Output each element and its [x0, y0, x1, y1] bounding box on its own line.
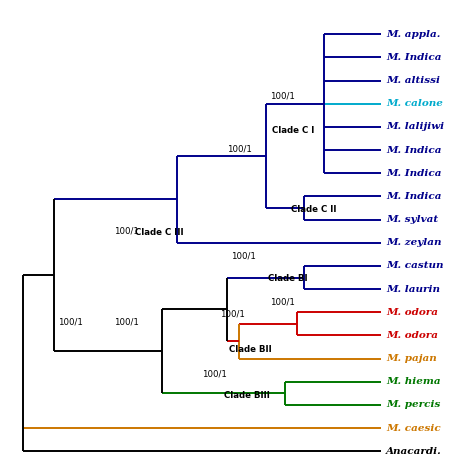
Text: M. sylvat: M. sylvat — [386, 215, 438, 224]
Text: Clade BIII: Clade BIII — [224, 392, 269, 401]
Text: 100/1: 100/1 — [114, 317, 139, 326]
Text: 100/1: 100/1 — [58, 317, 83, 326]
Text: 100/1: 100/1 — [228, 145, 252, 154]
Text: M. pajan: M. pajan — [386, 354, 437, 363]
Text: 100/1: 100/1 — [114, 227, 139, 236]
Text: Clade C II: Clade C II — [291, 205, 337, 214]
Text: M. altissi: M. altissi — [386, 76, 440, 85]
Text: M. lalijiwi: M. lalijiwi — [386, 122, 444, 131]
Text: Clade C III: Clade C III — [135, 228, 183, 237]
Text: M. laurin: M. laurin — [386, 284, 440, 293]
Text: Clade C I: Clade C I — [272, 126, 314, 135]
Text: Anacardi.: Anacardi. — [386, 447, 442, 456]
Text: M. hiema: M. hiema — [386, 377, 440, 386]
Text: 100/1: 100/1 — [270, 298, 294, 307]
Text: M. Indica: M. Indica — [386, 192, 441, 201]
Text: Clade BII: Clade BII — [229, 345, 272, 354]
Text: M. appla.: M. appla. — [386, 30, 440, 39]
Text: M. odora: M. odora — [386, 308, 438, 317]
Text: M. percis: M. percis — [386, 401, 440, 410]
Text: 100/1: 100/1 — [219, 309, 245, 318]
Text: M. castun: M. castun — [386, 262, 444, 271]
Text: M. caesic: M. caesic — [386, 424, 441, 433]
Text: M. zeylan: M. zeylan — [386, 238, 441, 247]
Text: 100/1: 100/1 — [202, 369, 227, 378]
Text: M. Indica: M. Indica — [386, 53, 441, 62]
Text: Clade BI: Clade BI — [268, 274, 308, 283]
Text: 100/1: 100/1 — [270, 91, 294, 100]
Text: M. odora: M. odora — [386, 331, 438, 340]
Text: 100/1: 100/1 — [231, 251, 256, 260]
Text: M. Indica: M. Indica — [386, 146, 441, 155]
Text: M. Indica: M. Indica — [386, 169, 441, 178]
Text: M. calone: M. calone — [386, 99, 443, 108]
